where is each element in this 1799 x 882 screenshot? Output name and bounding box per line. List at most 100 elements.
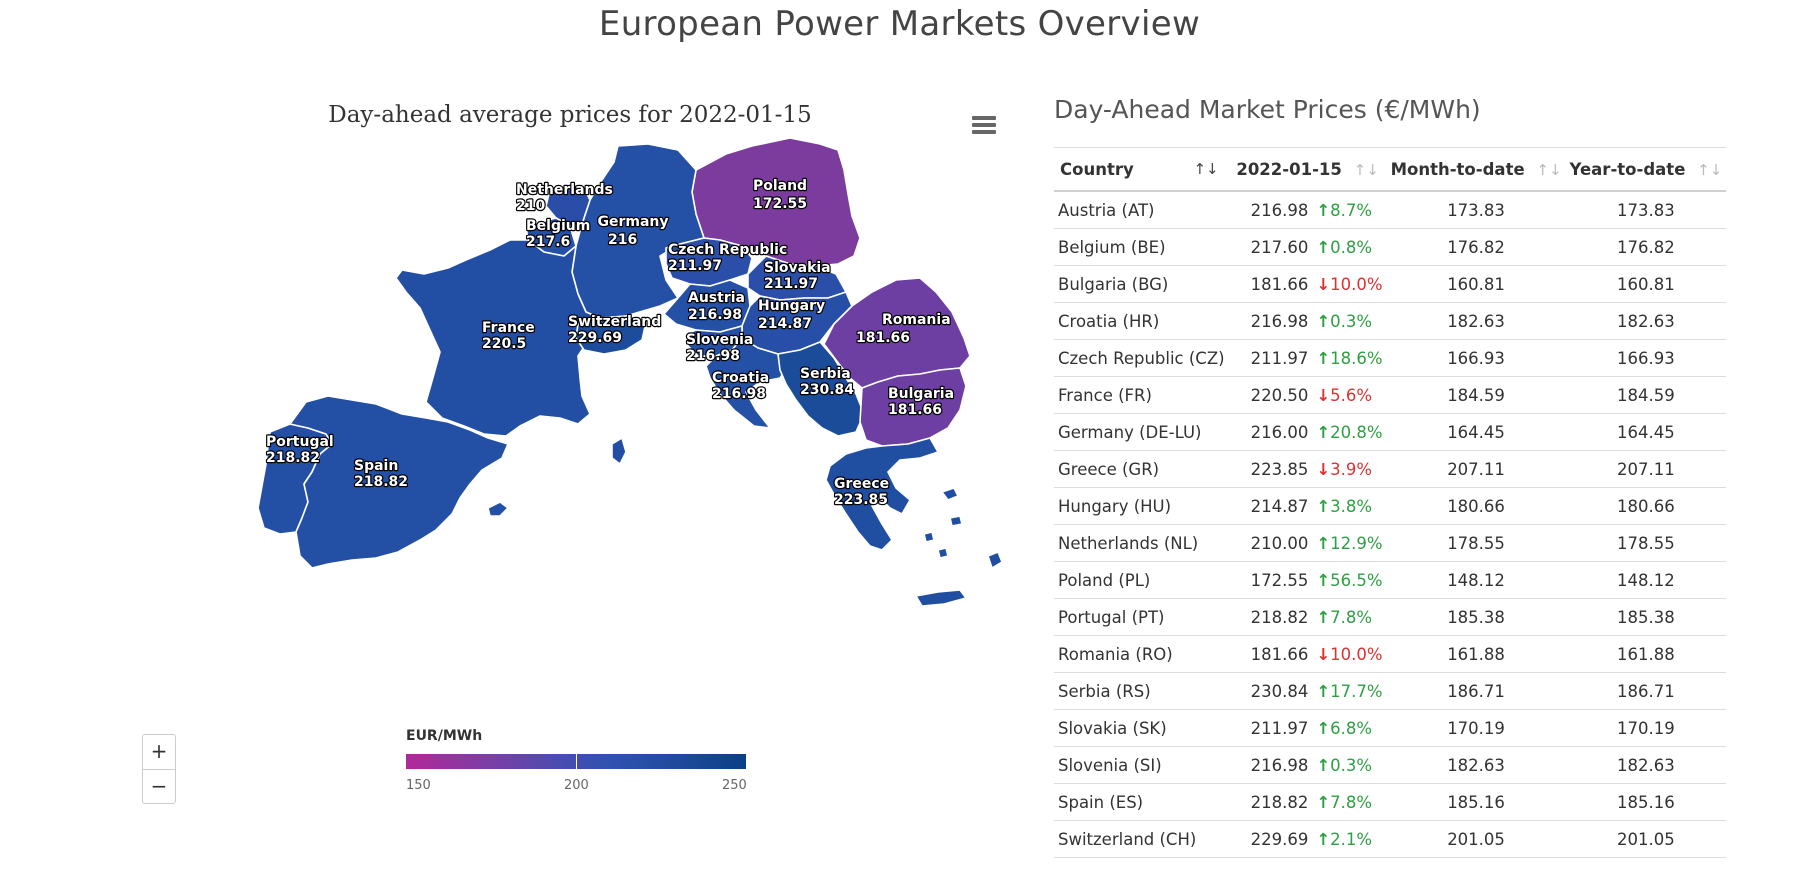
label-hungary-value: 214.87 [758,316,812,332]
cell-country: France (FR) [1054,376,1229,414]
column-header-date[interactable]: 2022-01-15 ↑↓ [1228,147,1387,192]
label-romania-value: 181.66 [856,330,910,346]
cell-country: Slovenia (SI) [1054,746,1229,784]
cell-ytd: 173.83 [1565,191,1727,229]
cell-country: Austria (AT) [1054,191,1229,229]
table-row: Spain (ES) 218.82 ↑7.8% 185.16 185.16 [1054,783,1727,821]
legend-title: EUR/MWh [406,728,483,744]
region-spain-balearic[interactable] [487,501,509,517]
price-value: 229.69 [1250,829,1309,849]
region-greece-island[interactable] [923,531,935,543]
hamburger-menu-icon[interactable] [972,114,996,136]
table-row: Slovakia (SK) 211.97 ↑6.8% 170.19 170.19 [1054,709,1727,747]
label-france-name: France [482,320,535,336]
table-row: Portugal (PT) 218.82 ↑7.8% 185.38 185.38 [1054,598,1727,636]
column-header-country[interactable]: Country ↑↓ [1054,147,1229,192]
change-value: 18.6% [1330,348,1383,368]
cell-country: Switzerland (CH) [1054,820,1229,858]
cell-mtd: 184.59 [1386,376,1566,414]
change-indicator: ↑0.3% [1316,312,1372,331]
region-serbia[interactable] [777,341,865,437]
map-title: Day-ahead average prices for 2022-01-15 [328,102,812,128]
zoom-out-button[interactable]: − [150,774,168,798]
cell-country: Greece (GR) [1054,450,1229,488]
region-croatia[interactable] [705,337,791,429]
cell-ytd: 201.05 [1565,820,1727,858]
price-value: 211.97 [1250,348,1309,368]
label-spain-value: 218.82 [354,474,408,490]
table-row: Netherlands (NL) 210.00 ↑12.9% 178.55 178.55 [1054,524,1727,562]
price-value: 172.55 [1250,570,1309,590]
choropleth-map: Poland 172.55 Germany 216 Netherlands 21… [257,137,1003,607]
column-header-mtd[interactable]: Month-to-date ↑↓ [1386,147,1566,192]
region-france-corsica[interactable] [611,437,627,465]
region-greece-island[interactable] [987,551,1003,569]
cell-mtd: 185.38 [1386,598,1566,636]
region-greece-island[interactable] [949,515,963,527]
region-greece[interactable] [825,437,939,551]
region-bulgaria[interactable] [859,367,967,447]
change-indicator: ↑7.8% [1316,793,1372,812]
region-greece-island[interactable] [937,547,949,559]
cell-ytd: 161.88 [1565,635,1727,673]
change-indicator: ↑0.8% [1316,238,1372,257]
price-value: 220.50 [1250,385,1309,405]
label-poland-name: Poland [753,178,807,194]
zoom-in-button[interactable]: + [143,735,175,770]
table-row: Poland (PL) 172.55 ↑56.5% 148.12 148.12 [1054,561,1727,599]
arrow-up-icon: ↑ [1316,755,1331,775]
price-value: 217.60 [1250,237,1309,257]
cell-mtd: 161.88 [1386,635,1566,673]
change-value: 3.9% [1330,459,1373,479]
cell-mtd: 166.93 [1386,339,1566,377]
change-value: 10.0% [1330,274,1383,294]
label-croatia-value: 216.98 [712,386,766,402]
price-value: 216.00 [1250,422,1309,442]
label-bulgaria-name: Bulgaria [888,386,954,402]
cell-mtd: 185.16 [1386,783,1566,821]
cell-ytd: 178.55 [1565,524,1727,562]
region-austria[interactable] [663,279,751,333]
cell-day-price: 218.82 ↑7.8% [1228,783,1387,821]
change-value: 0.3% [1330,311,1373,331]
label-switzerland-name: Switzerland [568,314,661,330]
region-spain[interactable] [289,395,509,569]
table-row: France (FR) 220.50 ↓5.6% 184.59 184.59 [1054,376,1727,414]
label-romania-name: Romania [882,312,951,328]
region-france[interactable] [395,239,601,437]
change-value: 17.7% [1330,681,1383,701]
change-value: 7.8% [1330,792,1373,812]
cell-day-price: 218.82 ↑7.8% [1228,598,1387,636]
price-value: 223.85 [1250,459,1309,479]
cell-country: Serbia (RS) [1054,672,1229,710]
cell-day-price: 181.66 ↓10.0% [1228,265,1387,303]
sort-icon: ↑↓ [1697,160,1723,179]
change-indicator: ↑20.8% [1316,423,1382,442]
label-portugal-value: 218.82 [266,450,320,466]
region-netherlands[interactable] [545,183,591,227]
cell-country: Croatia (HR) [1054,302,1229,340]
region-greece-crete[interactable] [915,589,967,607]
table-row: Croatia (HR) 216.98 ↑0.3% 182.63 182.63 [1054,302,1727,340]
cell-country: Spain (ES) [1054,783,1229,821]
region-greece-island[interactable] [941,487,959,501]
cell-mtd: 180.66 [1386,487,1566,525]
column-header-ytd[interactable]: Year-to-date ↑↓ [1565,147,1727,192]
cell-ytd: 184.59 [1565,376,1727,414]
price-value: 218.82 [1250,792,1309,812]
change-indicator: ↑6.8% [1316,719,1372,738]
cell-day-price: 216.98 ↑8.7% [1228,191,1387,229]
change-value: 7.8% [1330,607,1373,627]
label-slovakia-name: Slovakia [764,260,831,276]
change-value: 2.1% [1330,829,1373,849]
change-value: 8.7% [1330,200,1373,220]
cell-mtd: 176.82 [1386,228,1566,266]
cell-country: Slovakia (SK) [1054,709,1229,747]
table-row: Romania (RO) 181.66 ↓10.0% 161.88 161.88 [1054,635,1727,673]
label-switzerland-value: 229.69 [568,330,622,346]
change-value: 56.5% [1330,570,1383,590]
cell-ytd: 182.63 [1565,746,1727,784]
cell-day-price: 211.97 ↑6.8% [1228,709,1387,747]
arrow-up-icon: ↑ [1316,681,1331,701]
label-spain-name: Spain [354,458,398,474]
